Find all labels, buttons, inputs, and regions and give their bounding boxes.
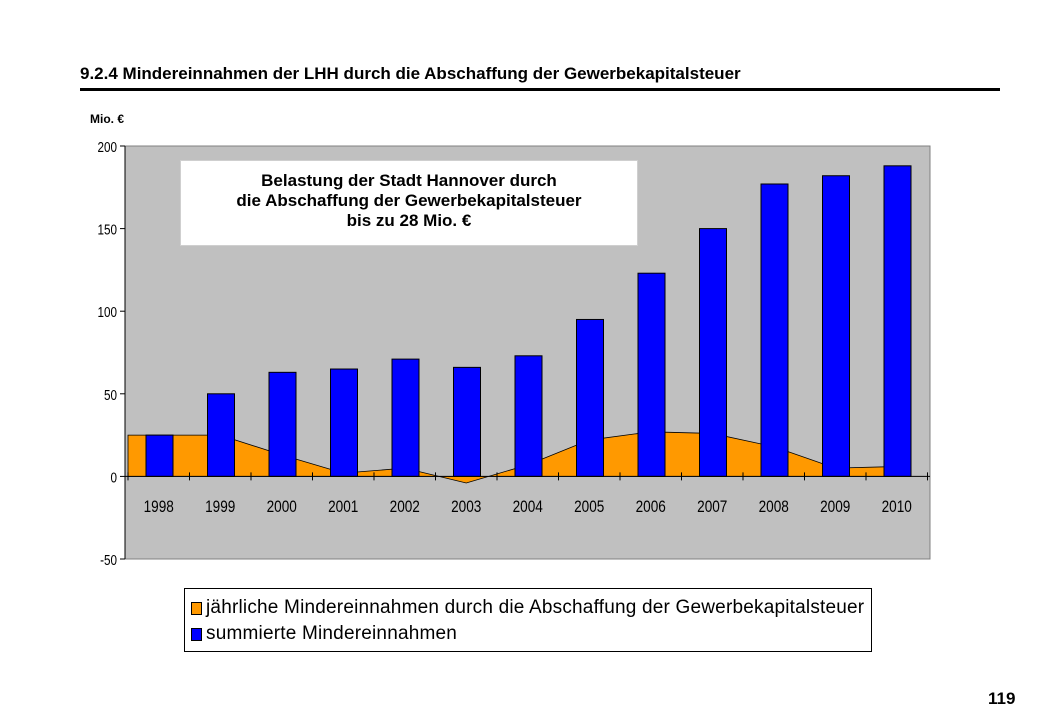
title-underline [80,88,1000,91]
cumulative-bar [822,175,850,477]
x-tick-label: 2003 [451,498,481,517]
x-tick-label: 2005 [574,498,604,517]
cumulative-bar [699,228,727,477]
cumulative-bar [576,318,604,477]
annotation-line: die Abschaffung der Gewerbekapitalsteuer [236,191,582,210]
x-tick-label: 2004 [513,498,544,517]
legend-label-annual: jährliche Mindereinnahmen durch die Absc… [206,597,865,618]
cumulative-bar [391,358,420,477]
cumulative-bar [145,434,174,477]
axes-layer: -50 0 50 100 150 200 1998 1999 2000 2001 2002 2003 2… [97,139,930,569]
annotation-line: Belastung der Stadt Hannover durch [261,171,557,190]
x-tick-label: 1998 [144,498,174,517]
x-tick-label: 2006 [636,498,666,517]
cumulative-bar [330,368,358,477]
cumulative-bar [637,272,666,477]
x-tick-label: 2009 [820,498,850,517]
y-tick-label: 150 [97,221,117,238]
legend-item-annual: jährliche Mindereinnahmen durch die Absc… [191,595,871,621]
cumulative-bar [514,355,543,477]
cumulative-bar [453,366,481,477]
legend-item-cumulative: summierte Mindereinnahmen [191,621,871,647]
page-number: 119 [988,689,1016,708]
legend-label-cumulative: summierte Mindereinnahmen [206,623,458,644]
y-tick-label: 100 [97,304,117,321]
page-title: 9.2.4 Mindereinnahmen der LHH durch die … [80,64,741,83]
y-tick-label: 50 [104,386,117,403]
cumulative-bar [760,183,789,477]
x-tick-label: 1999 [205,498,235,517]
y-tick-label: 0 [110,469,117,486]
annotation-line: bis zu 28 Mio. € [346,211,472,230]
legend-swatch-cumulative [191,627,202,641]
x-tick-label: 2002 [390,498,420,517]
x-tick-label: 2010 [882,498,912,517]
x-tick-label: 2007 [697,498,727,517]
cumulative-bar [883,165,912,477]
x-tick-label: 2008 [759,498,789,517]
x-tick-label: 2000 [267,498,297,517]
legend-swatch-annual [191,601,202,615]
x-tick-label: 2001 [328,498,358,517]
y-tick-label: -50 [100,552,117,569]
cumulative-bar [268,371,297,477]
legend: jährliche Mindereinnahmen durch die Absc… [184,588,872,652]
annotation-box: Belastung der Stadt Hannover durch die A… [180,160,638,246]
y-tick-label: 200 [97,139,117,156]
cumulative-bar [207,393,235,477]
y-axis-unit-label: Mio. € [90,112,125,126]
